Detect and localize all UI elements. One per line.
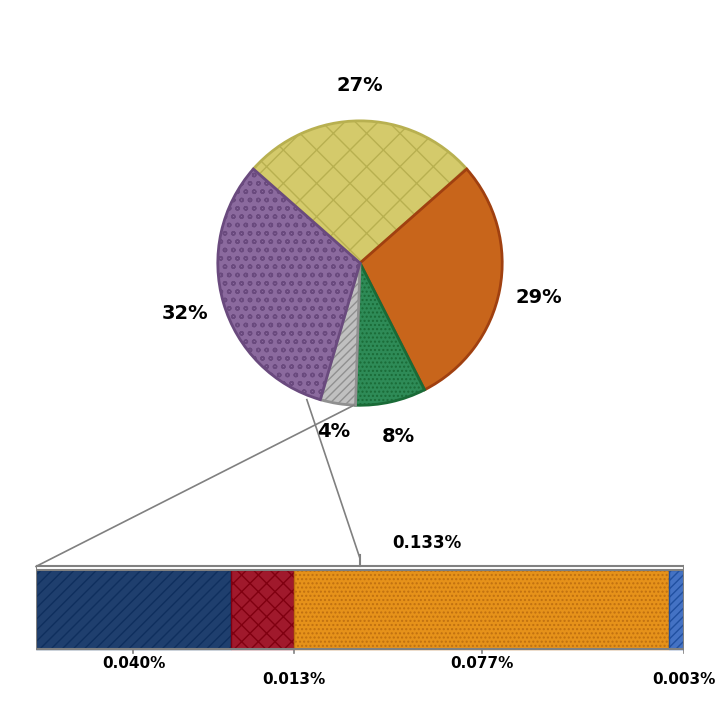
Bar: [36, 570, 231, 649]
Text: 0.040%: 0.040%: [102, 656, 165, 670]
Bar: [36, 570, 684, 649]
Wedge shape: [218, 169, 360, 400]
Bar: [231, 570, 294, 649]
Text: 4%: 4%: [317, 422, 350, 441]
Wedge shape: [360, 169, 502, 390]
Text: 8%: 8%: [382, 427, 415, 446]
Text: 0.077%: 0.077%: [450, 656, 513, 670]
Wedge shape: [253, 121, 467, 263]
Text: 0.133%: 0.133%: [392, 534, 462, 552]
Text: 29%: 29%: [516, 288, 562, 306]
Bar: [294, 570, 670, 649]
Text: 32%: 32%: [162, 304, 209, 324]
Wedge shape: [356, 263, 425, 405]
Bar: [670, 570, 684, 649]
Text: 0.003%: 0.003%: [652, 671, 716, 687]
Text: 27%: 27%: [337, 76, 383, 95]
Text: 0.013%: 0.013%: [263, 671, 326, 687]
Wedge shape: [320, 263, 360, 405]
